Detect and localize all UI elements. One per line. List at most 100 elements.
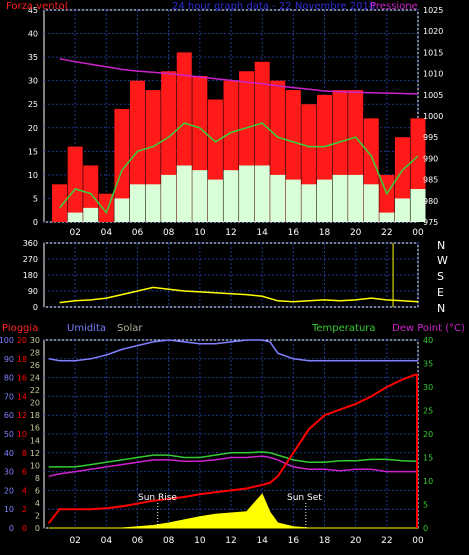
- temperature-tick-label: 0: [423, 524, 428, 533]
- pressure-tick-label: 1025: [423, 6, 443, 15]
- humidity-tick-label: 30: [4, 468, 14, 477]
- humidity-tick-label: 0: [9, 524, 14, 533]
- solar-tick-label: 30: [30, 336, 40, 345]
- time-tick-label: 02: [69, 228, 80, 238]
- time-tick-label: 14: [256, 228, 268, 238]
- time-tick-label: 12: [225, 228, 236, 238]
- time-tick-label: 00: [412, 228, 424, 238]
- time-tick-label: 22: [381, 536, 392, 546]
- direction-tick-label: 0: [33, 303, 38, 312]
- humidity-tick-label: 10: [4, 505, 14, 514]
- time-tick-label: 06: [132, 228, 144, 238]
- direction-tick-label: 180: [23, 271, 38, 280]
- wind-min-bar: [363, 184, 379, 222]
- solar-label: Solar: [117, 323, 143, 334]
- wind-min-bar: [379, 212, 395, 222]
- wind-min-bar: [239, 165, 255, 222]
- wind-min-bar: [410, 189, 426, 222]
- wind-tick-label: 30: [28, 77, 38, 86]
- time-tick-label: 12: [225, 536, 236, 546]
- wind-min-bar: [332, 174, 348, 222]
- wind-min-bar: [207, 179, 223, 222]
- pressure-tick-label: 995: [423, 133, 438, 142]
- direction-tick-label: 270: [23, 255, 38, 264]
- solar-tick-label: 22: [30, 386, 40, 395]
- compass-w: W: [437, 254, 448, 267]
- rain-tick-label: 14: [17, 392, 27, 401]
- wind-min-bar: [161, 174, 177, 222]
- wind-min-bar: [270, 174, 286, 222]
- wind-min-bar: [285, 179, 301, 222]
- pressure-tick-label: 1005: [423, 91, 443, 100]
- solar-tick-label: 0: [35, 524, 40, 533]
- wind-max-bar: [67, 146, 83, 222]
- wind-min-bar: [317, 179, 332, 222]
- solar-tick-label: 16: [30, 424, 40, 433]
- humidity-tick-label: 90: [4, 355, 14, 364]
- time-tick-label: 18: [319, 536, 331, 546]
- pressure-tick-label: 975: [423, 218, 438, 227]
- pressure-tick-label: 1015: [423, 48, 443, 57]
- compass-s: S: [437, 270, 444, 283]
- temperature-tick-label: 35: [423, 360, 433, 369]
- temperature-tick-label: 15: [423, 454, 433, 463]
- solar-tick-label: 2: [35, 511, 40, 520]
- wind-max-bar: [52, 184, 68, 222]
- wind-min-bar: [348, 174, 364, 222]
- time-tick-label: 16: [288, 228, 300, 238]
- time-tick-label: 10: [194, 536, 206, 546]
- wind-force-label: Forza vento(: [6, 1, 69, 12]
- humidity-tick-label: 100: [0, 336, 14, 345]
- humidity-tick-label: 80: [4, 374, 14, 383]
- humidity-tick-label: 40: [4, 449, 14, 458]
- pressure-label: Pressione: [370, 1, 418, 12]
- time-tick-label: 02: [69, 536, 80, 546]
- time-tick-label: 10: [194, 228, 206, 238]
- time-tick-label: 18: [319, 228, 331, 238]
- solar-tick-label: 8: [35, 474, 40, 483]
- solar-tick-label: 14: [30, 436, 40, 445]
- pressure-tick-label: 985: [423, 176, 438, 185]
- pressure-tick-label: 980: [423, 197, 438, 206]
- rain-tick-label: 18: [17, 355, 27, 364]
- solar-tick-label: 10: [30, 461, 40, 470]
- rain-line: [47, 373, 418, 524]
- rain-tick-label: 4: [22, 486, 27, 495]
- direction-tick-label: 90: [28, 287, 38, 296]
- wind-tick-label: 20: [28, 124, 38, 133]
- solar-tick-label: 6: [35, 486, 40, 495]
- wind-tick-label: 15: [28, 147, 38, 156]
- wind-tick-label: 40: [28, 30, 38, 39]
- pressure-line: [59, 58, 419, 95]
- wind-avg-line: [59, 122, 419, 215]
- sunrise-label: Sun Rise: [138, 493, 177, 503]
- rain-tick-label: 0: [22, 524, 27, 533]
- humidity-tick-label: 20: [4, 486, 14, 495]
- solar-tick-label: 4: [35, 499, 40, 508]
- time-tick-label: 16: [288, 536, 300, 546]
- time-tick-label: 06: [132, 536, 144, 546]
- humidity-tick-label: 50: [4, 430, 14, 439]
- compass-e: E: [437, 286, 444, 299]
- rain-tick-label: 2: [22, 505, 27, 514]
- rain-tick-label: 10: [17, 430, 27, 439]
- compass-n-bottom: N: [437, 302, 445, 315]
- wind-min-bar: [130, 184, 145, 222]
- rain-tick-label: 8: [22, 449, 27, 458]
- time-tick-label: 20: [350, 228, 362, 238]
- temperature-tick-label: 30: [423, 383, 433, 392]
- direction-tick-label: 360: [23, 239, 38, 248]
- wind-tick-label: 0: [33, 218, 38, 227]
- rain-tick-label: 12: [17, 411, 27, 420]
- temperature-tick-label: 40: [423, 336, 433, 345]
- temperature-line: [48, 451, 418, 468]
- humidity-line: [48, 339, 418, 362]
- temperature-tick-label: 25: [423, 407, 433, 416]
- temperature-tick-label: 5: [423, 501, 428, 510]
- wind-min-bar: [394, 198, 410, 222]
- pressure-tick-label: 1000: [423, 112, 443, 121]
- wind-tick-label: 45: [28, 6, 38, 15]
- time-tick-label: 08: [163, 536, 175, 546]
- time-tick-label: 14: [256, 536, 268, 546]
- wind-min-bar: [301, 184, 317, 222]
